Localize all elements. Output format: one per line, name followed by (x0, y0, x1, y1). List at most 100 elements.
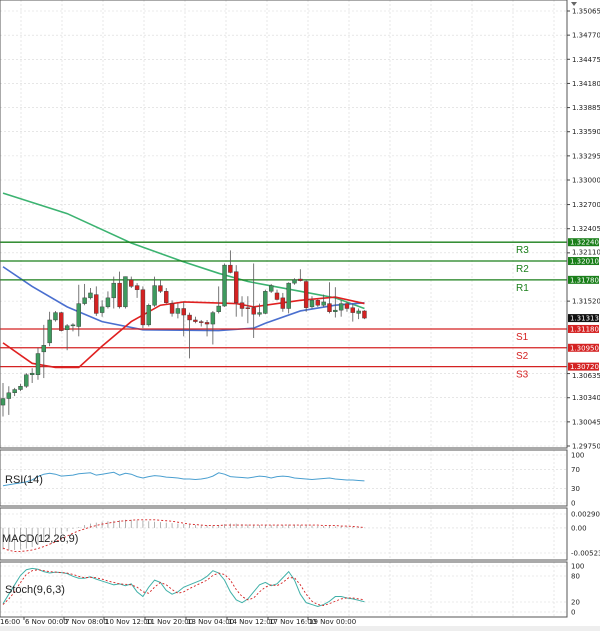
candle-body-bullish (6, 392, 12, 399)
candle-body-bullish (24, 374, 29, 387)
rsi-label: RSI(14) (5, 474, 43, 486)
moving-average-line (2, 296, 365, 369)
candle (327, 282, 332, 314)
candle-body-bullish (123, 276, 128, 308)
current-price-value: 1.31313 (570, 315, 599, 323)
candle-body-bullish (175, 308, 181, 314)
candle-body-bullish (82, 297, 87, 304)
candle (59, 311, 64, 332)
candle-body-bearish (303, 281, 309, 308)
candle-body-bullish (222, 264, 227, 307)
candle (298, 269, 303, 282)
candle (239, 296, 245, 317)
candle-body-bullish (35, 353, 41, 375)
candle-body-bearish (193, 319, 198, 322)
candle-body-bullish (47, 319, 52, 344)
candle-body-bearish (245, 307, 251, 309)
candle (268, 283, 274, 293)
panel-frame (0, 507, 568, 561)
macd-panel[interactable]: MACD(12,26,9) (2, 519, 365, 552)
candle (134, 283, 140, 298)
candle (88, 288, 93, 300)
y-tick-label: 0.002909 (571, 511, 600, 519)
y-tick-label: 1.32110 (572, 249, 600, 257)
y-tick-label: 1.33295 (572, 152, 600, 160)
candle-body-bullish (152, 285, 157, 306)
candle (94, 286, 99, 316)
y-tick-label: 80 (571, 573, 580, 581)
level-label-r2: R2 (516, 264, 529, 275)
candle (99, 300, 105, 317)
price-panel[interactable]: R3 R2 R1 S1 S2 S3 (0, 192, 567, 417)
candle-body-bullish (88, 292, 93, 299)
candle-body-bullish (70, 324, 76, 327)
candle (24, 373, 29, 388)
candle (82, 283, 87, 306)
candle (175, 303, 181, 319)
candle-body-bullish (257, 312, 262, 315)
candle (263, 289, 268, 315)
candle (64, 324, 70, 351)
candle (18, 383, 23, 392)
y-tick-label: 1.30635 (572, 372, 600, 380)
candle (315, 299, 321, 307)
candle-body-bullish (333, 309, 338, 312)
candle (12, 387, 17, 397)
candle-body-bullish (29, 372, 35, 375)
candle-body-bullish (321, 301, 326, 306)
y-tick-label: 1.32700 (572, 201, 600, 209)
x-tick-label: 11 Nov 20:00 (146, 618, 193, 626)
x-tick-label: 7 Nov 08:00 (65, 618, 108, 626)
candle-body-bullish (356, 310, 361, 314)
panel-frame (0, 0, 568, 449)
candle-body-bearish (140, 289, 146, 326)
macd-label: MACD(12,26,9) (2, 533, 78, 545)
candle (164, 288, 169, 304)
candle-body-bearish (204, 322, 210, 325)
y-tick-label: 70 (571, 466, 580, 474)
scroll-arrow-icon[interactable] (571, 2, 577, 6)
candle-body-bullish (53, 312, 58, 321)
y-tick-label: 1.33885 (572, 104, 600, 112)
candle (233, 265, 239, 317)
price-tag-value: 1.30720 (570, 363, 599, 371)
x-tick-label: 19 Nov 00:00 (309, 618, 356, 626)
rsi-panel[interactable]: RSI(14) (2, 471, 365, 487)
y-tick-label: 0.00 (571, 524, 587, 532)
candle (228, 250, 233, 274)
candle (274, 289, 280, 301)
rsi-line (2, 471, 365, 487)
candle-body-bearish (134, 285, 140, 290)
candle-body-bearish (169, 303, 175, 314)
level-label-r1: R1 (516, 283, 529, 294)
candle (286, 282, 291, 314)
y-tick-label: -0.005233 (571, 550, 600, 558)
y-tick-label: 1.29750 (572, 443, 600, 451)
stoch-panel[interactable]: Stoch(9,6,3) (2, 567, 365, 607)
panel-frame (0, 561, 568, 618)
candle (0, 382, 6, 417)
x-tick-label: 6 Nov 00:00 (25, 618, 68, 626)
candle (245, 296, 251, 324)
price-tag (568, 324, 599, 333)
candle (257, 303, 262, 317)
candle (187, 312, 192, 359)
candle (193, 316, 198, 324)
candle (350, 303, 355, 322)
candle (47, 311, 52, 347)
y-tick-label: 30 (571, 485, 580, 493)
y-tick-label: 1.32405 (572, 225, 600, 233)
price-tag-value: 1.32240 (570, 239, 599, 247)
status-bar (0, 626, 600, 631)
candle-body-bullish (18, 386, 23, 390)
candle-body-bullish (146, 305, 151, 326)
panel-frames (0, 0, 568, 618)
candle (338, 300, 344, 317)
candle (280, 292, 286, 312)
y-tick-label: 1.30045 (572, 418, 600, 426)
candle (158, 279, 163, 293)
candle (169, 300, 175, 317)
candle (303, 279, 309, 312)
